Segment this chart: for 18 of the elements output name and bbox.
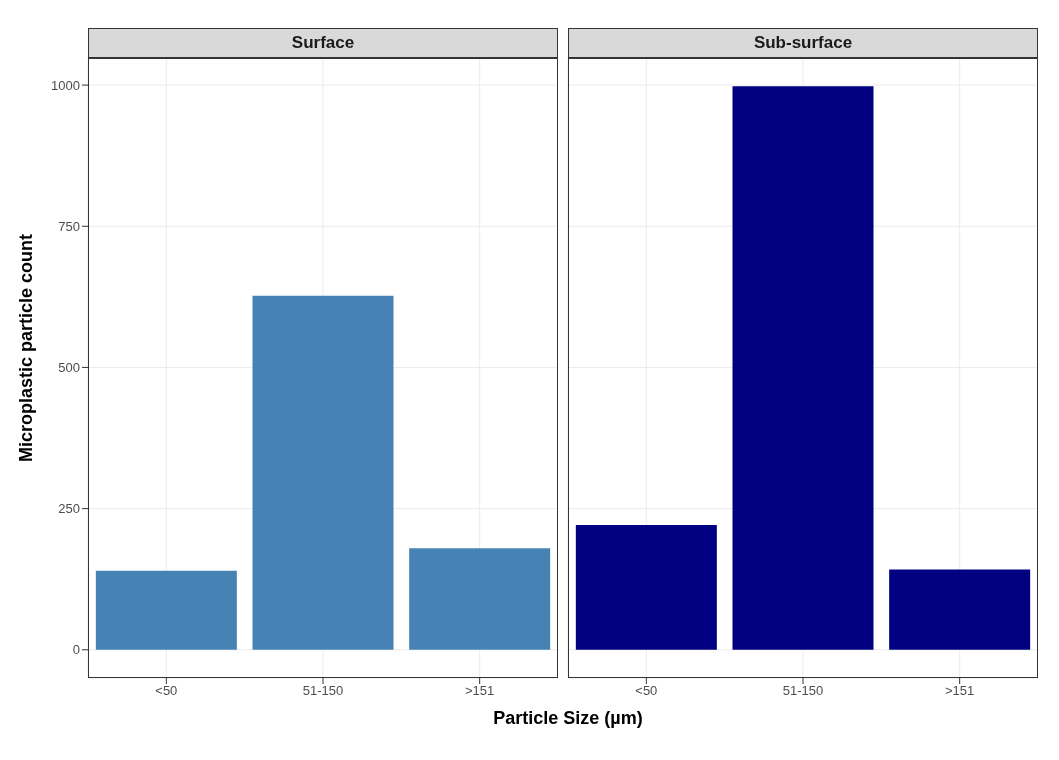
y-tick-label: 500 [58, 360, 80, 376]
x-tick-label: 51-150 [302, 683, 344, 699]
y-axis-title: Microplastic particle count [15, 233, 37, 463]
bar [409, 548, 551, 650]
x-tick-label: 51-150 [782, 683, 824, 699]
y-tick-label: 1000 [51, 77, 80, 93]
chart-title: Sub-surface [568, 28, 1038, 58]
x-tick-label: >151 [465, 683, 495, 699]
x-tick-label: >151 [945, 683, 975, 699]
x-axis-title: Particle Size (µm) [492, 708, 644, 729]
y-tick-label: 0 [72, 642, 80, 658]
bar [95, 570, 237, 650]
y-tick-label: 750 [58, 218, 80, 234]
chart-title: Surface [88, 28, 558, 58]
y-tick-label: 250 [58, 501, 80, 517]
x-tick-label: <50 [155, 683, 178, 699]
bar [252, 295, 394, 650]
x-tick-label: <50 [635, 683, 658, 699]
